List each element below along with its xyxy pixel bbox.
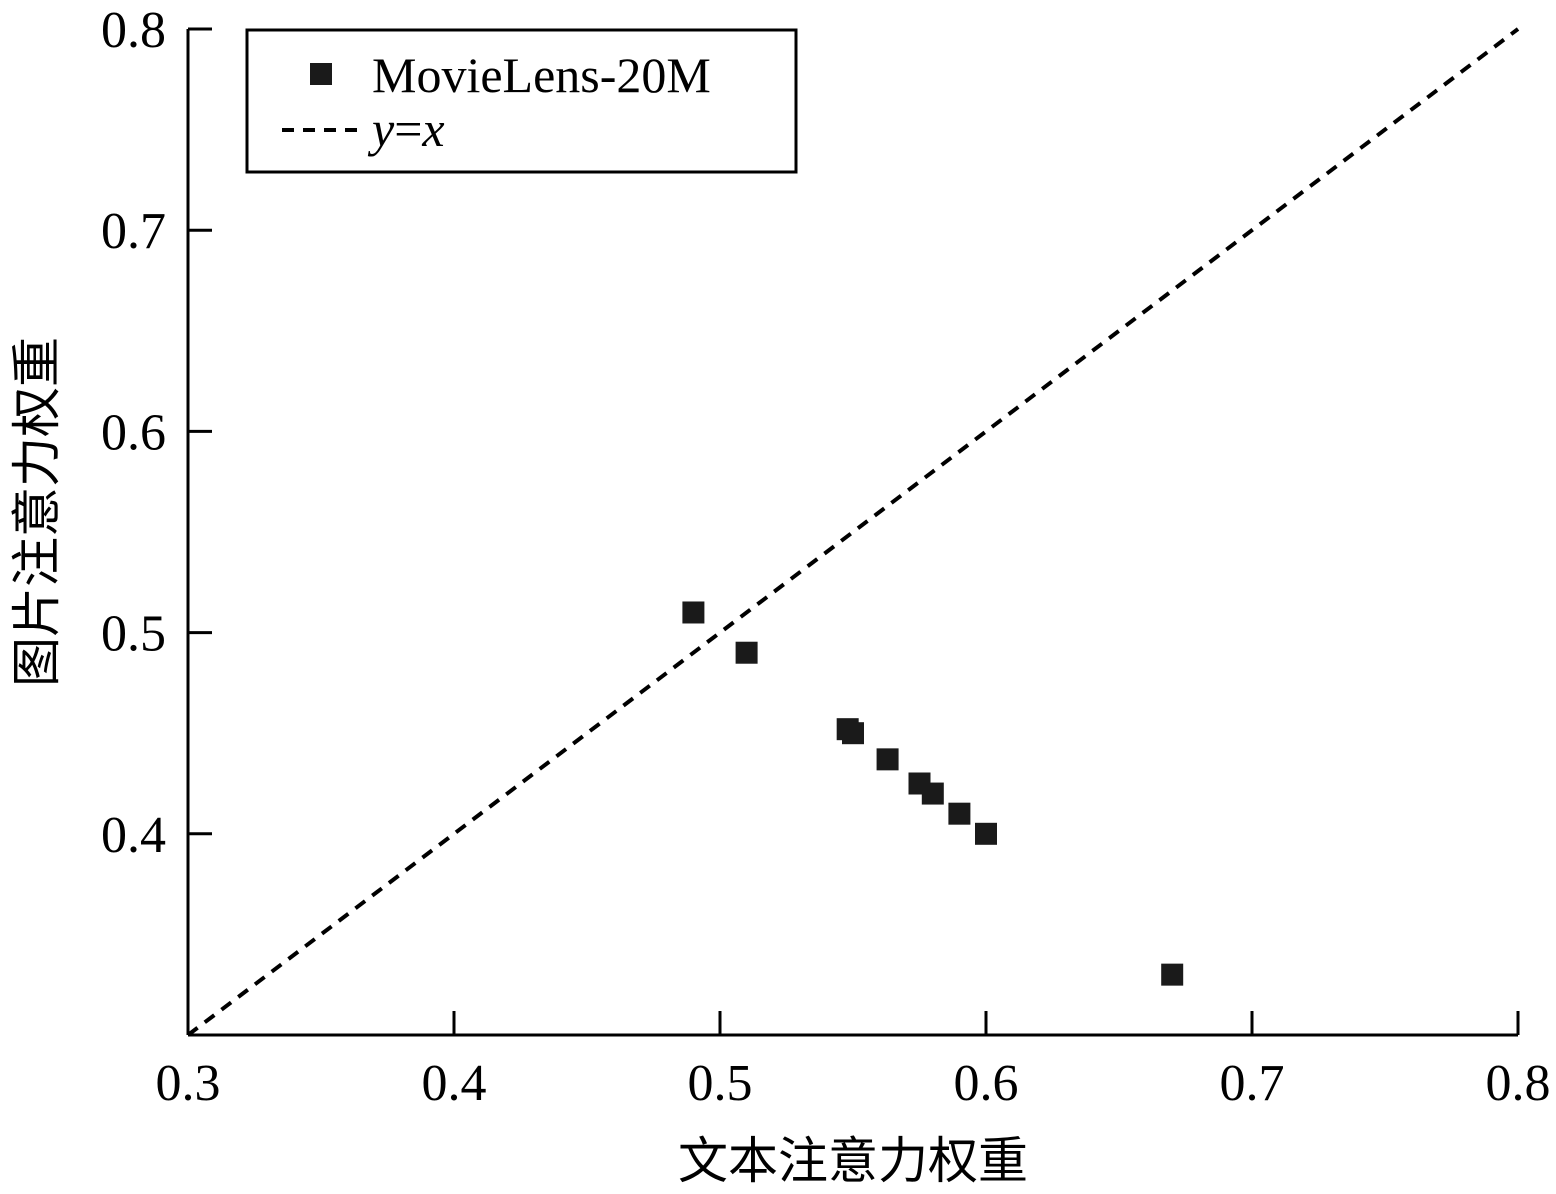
reference-line-layer	[186, 27, 1520, 1037]
axes: 0.3 0.4 0.5 0.6 0.7 0.8 0.4 0.5 0.6 0.7 0.8	[101, 2, 1551, 1112]
reference-line-y-equals-x	[186, 27, 1520, 1037]
legend: MovieLens-20M y=x	[245, 28, 798, 174]
y-tick-label: 0.6	[101, 404, 166, 461]
legend-ref-y: y	[367, 101, 395, 157]
y-axis-title: 图片注意力权重	[8, 337, 66, 687]
legend-box	[245, 28, 798, 174]
x-axis-title: 文本注意力权重	[678, 1132, 1028, 1190]
x-tick-label: 0.5	[688, 1055, 753, 1112]
y-tick-label: 0.5	[101, 606, 166, 663]
y-tick-label: 0.4	[101, 807, 166, 864]
y-tick-label: 0.8	[101, 2, 166, 59]
legend-ref-eq: =	[394, 101, 422, 157]
data-point-8	[948, 802, 971, 825]
legend-marker-square	[310, 63, 332, 85]
x-tick-label: 0.7	[1220, 1055, 1285, 1112]
points-layer	[682, 601, 1184, 986]
x-tick-label: 0.6	[954, 1055, 1019, 1112]
data-point-9	[975, 822, 997, 845]
x-tick-label: 0.3	[156, 1055, 221, 1112]
legend-label-reference: y=x	[367, 101, 445, 157]
data-point-1	[682, 601, 705, 624]
x-tick-label: 0.4	[422, 1055, 487, 1112]
data-point-5	[876, 748, 899, 771]
data-point-10	[1161, 963, 1184, 986]
data-point-2	[735, 641, 758, 664]
legend-label-series: MovieLens-20M	[372, 47, 711, 103]
data-point-7	[921, 782, 944, 805]
legend-ref-x: x	[421, 101, 444, 157]
x-tick-label: 0.8	[1486, 1055, 1551, 1112]
data-point-4	[842, 722, 864, 745]
y-tick-label: 0.7	[101, 203, 166, 260]
